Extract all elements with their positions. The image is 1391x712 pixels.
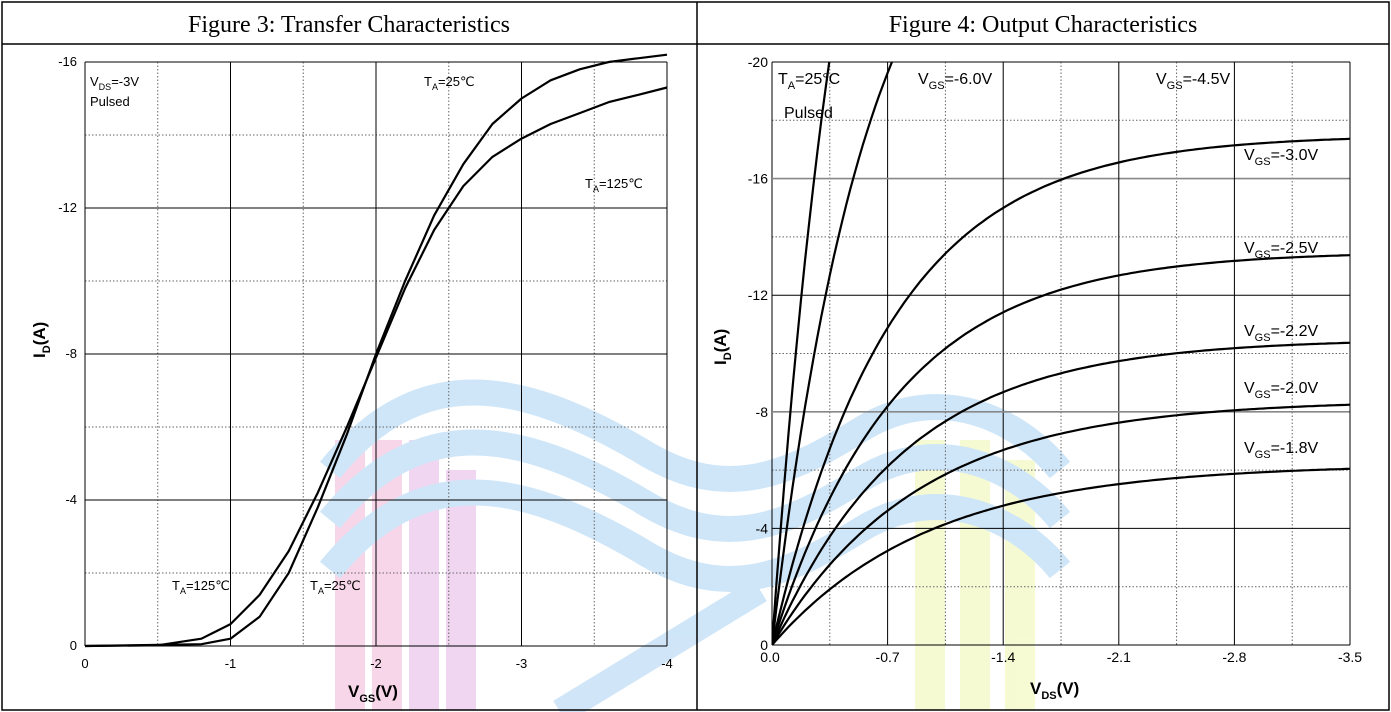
output-y-axis-label: ID(A) [711,329,734,365]
ta125-right-label: TA=125℃ [585,176,643,194]
right-figure-title: Figure 4: Output Characteristics [889,12,1198,38]
vds-condition-label: VDS=-3V [90,74,139,92]
output-x-axis-label: VDS(V) [1030,679,1079,702]
x-tick-label: -0.7 [876,649,900,665]
output-curve-labels: VGS=-6.0V VGS=-4.5V VGS=-3.0V VGS=-2.5V VGS=… [918,71,1318,461]
y-tick-label: -8 [65,346,77,361]
output-grid [771,61,1351,646]
x-tick-label: -4 [661,656,673,671]
series-line [772,341,1350,645]
series-line [772,137,1350,645]
x-tick-label: -3 [516,656,528,671]
series-line [84,53,668,648]
x-tick-label: -2 [370,656,382,671]
x-tick-label: 0.0 [760,649,780,665]
ta25-bottom-label: TA=25℃ [310,578,361,596]
left-figure-title: Figure 3: Transfer Characteristics [188,12,510,38]
ta25-top-label: TA=25℃ [424,74,475,92]
transfer-series [84,53,668,648]
y-tick-label: -4 [65,492,77,507]
curve-label: VGS=-3.0V [1244,147,1318,168]
ta125-bottom-label: TA=125℃ [172,578,230,596]
transfer-chart: 0 -1 -2 -3 -4 0 -4 -8 -12 -16 VGS(V) ID(A) VDS=-3… [30,53,673,705]
curve-label: VGS=-6.0V [918,71,992,92]
transfer-y-axis-label: ID(A) [30,322,53,358]
curve-label: VGS=-1.8V [1244,440,1318,461]
series-line [772,62,894,645]
series-line [84,86,668,648]
x-tick-label: -2.1 [1107,649,1131,665]
y-tick-label: -20 [748,54,768,70]
y-tick-label: -12 [58,200,77,215]
x-tick-label: -3.5 [1338,649,1362,665]
y-tick-label: -8 [756,404,769,420]
y-tick-label: 0 [760,637,768,653]
series-line [772,403,1350,645]
y-tick-label: 0 [70,638,77,653]
x-tick-label: -2.8 [1222,649,1246,665]
output-tick-labels: 0.0 -0.7 -1.4 -2.1 -2.8 -3.5 0 -4 -8 -12 -16 -20 [748,54,1363,665]
transfer-pulsed-label: Pulsed [90,94,130,109]
output-ta-label: TA=25°C [778,71,840,92]
y-tick-label: -16 [748,171,768,187]
y-tick-label: -12 [748,287,768,303]
output-pulsed-label: Pulsed [784,105,833,122]
y-tick-label: -16 [58,54,77,69]
y-tick-label: -4 [756,520,769,536]
series-line [772,254,1350,645]
transfer-grid [84,61,668,647]
series-line [772,467,1350,645]
output-series [772,62,1350,645]
watermark [319,379,1071,712]
curve-label: VGS=-2.2V [1244,323,1318,344]
curve-label: VGS=-2.5V [1244,240,1318,261]
transfer-x-axis-label: VGS(V) [348,682,398,705]
output-chart: 0.0 -0.7 -1.4 -2.1 -2.8 -3.5 0 -4 -8 -12 -16 -20 VG… [711,54,1363,702]
x-tick-label: -1 [225,656,237,671]
curve-label: VGS=-4.5V [1156,71,1230,92]
transfer-tick-labels: 0 -1 -2 -3 -4 0 -4 -8 -12 -16 [58,54,673,671]
x-tick-label: -1.4 [991,649,1015,665]
x-tick-label: 0 [81,656,88,671]
curve-label: VGS=-2.0V [1244,380,1318,401]
